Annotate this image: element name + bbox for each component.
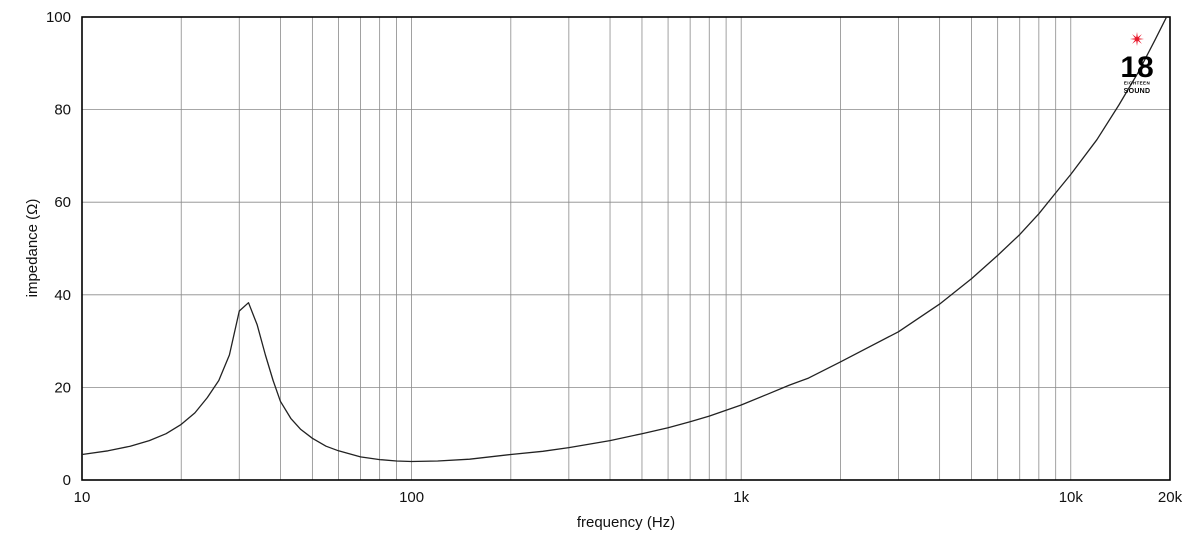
logo-line1: EIGHTEEN <box>1124 81 1150 86</box>
y-tick-label: 80 <box>54 102 71 119</box>
y-tick-labels: 0 20 40 60 80 100 <box>46 9 71 489</box>
x-axis-label: frequency (Hz) <box>577 514 675 531</box>
y-tick-label: 20 <box>54 379 71 396</box>
series-group <box>82 17 1168 463</box>
y-tick-label: 40 <box>54 287 71 304</box>
star-shape <box>1130 32 1144 46</box>
plot-frame <box>81 16 1171 481</box>
x-tick-label: 10k <box>1059 489 1084 506</box>
grid-lines <box>82 17 1170 480</box>
y-tick-label: 60 <box>54 194 71 211</box>
y-axis-label: impedance (Ω) <box>24 199 41 298</box>
x-tick-label: 10 <box>74 489 91 506</box>
impedance-curve <box>82 17 1168 463</box>
x-tick-label: 100 <box>399 489 424 506</box>
x-tick-label: 1k <box>733 489 749 506</box>
x-tick-labels: 10 100 1k 10k 20k <box>74 489 1183 506</box>
brand-logo: 18 EIGHTEEN SOUND <box>1120 32 1154 95</box>
logo-number: 18 <box>1120 51 1153 84</box>
star-icon <box>1130 32 1144 46</box>
y-tick-label: 100 <box>46 9 71 26</box>
y-tick-label: 0 <box>63 472 71 489</box>
x-tick-label: 20k <box>1158 489 1183 506</box>
logo-line2: SOUND <box>1124 88 1151 95</box>
